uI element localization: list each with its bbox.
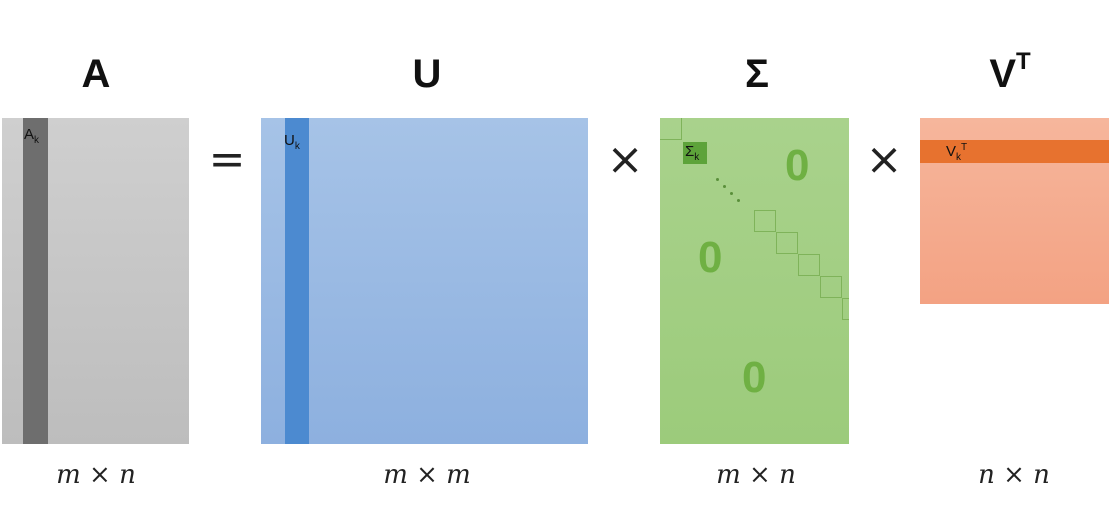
matrix-u-column-label: Uk — [284, 132, 300, 152]
times-sign-2: × — [865, 134, 903, 185]
dimension-label-u: m × m — [383, 460, 471, 490]
matrix-v-transpose: VkT — [920, 118, 1109, 304]
sigma-diagonal-cell — [776, 232, 798, 254]
diagonal-ellipsis-dot — [737, 199, 740, 202]
matrix-sigma: Σk 0 0 0 — [660, 118, 849, 444]
matrix-sigma-title: Σ — [744, 52, 770, 96]
sigma-k-block — [683, 142, 707, 164]
dimension-label-sigma: m × n — [716, 460, 796, 490]
zero-lower-left: 0 — [698, 233, 723, 282]
matrix-a-title: A — [81, 52, 111, 96]
diagonal-ellipsis-dot — [723, 185, 726, 188]
diagonal-ellipsis-dot — [730, 192, 733, 195]
zero-bottom: 0 — [742, 353, 767, 402]
sigma-diagonal-cell — [798, 254, 820, 276]
matrix-v-row-k — [920, 140, 1109, 163]
matrix-u-column-k — [285, 118, 309, 444]
matrix-u: Uk — [261, 118, 588, 444]
equals-sign: = — [208, 134, 246, 185]
dimension-label-v: n × n — [978, 460, 1050, 490]
matrix-v-row-label: VkT — [946, 142, 968, 163]
sigma-diagonal-cell — [660, 118, 682, 140]
matrix-u-title: U — [412, 52, 442, 96]
sigma-diagonal-cell — [754, 210, 776, 232]
times-sign-1: × — [606, 134, 644, 185]
matrix-a-column-label: Ak — [24, 126, 40, 146]
matrix-a-column-k — [23, 118, 48, 444]
zero-upper-right: 0 — [785, 141, 810, 190]
dimension-label-a: m × n — [56, 460, 136, 490]
diagonal-ellipsis-dot — [716, 178, 719, 181]
matrix-a: Ak — [2, 118, 189, 444]
sigma-diagonal-cell — [820, 276, 842, 298]
matrix-v-transpose-title: VT — [989, 48, 1031, 96]
sigma-k-label: Σk — [685, 143, 700, 163]
sigma-diagonal-cell — [842, 298, 849, 320]
